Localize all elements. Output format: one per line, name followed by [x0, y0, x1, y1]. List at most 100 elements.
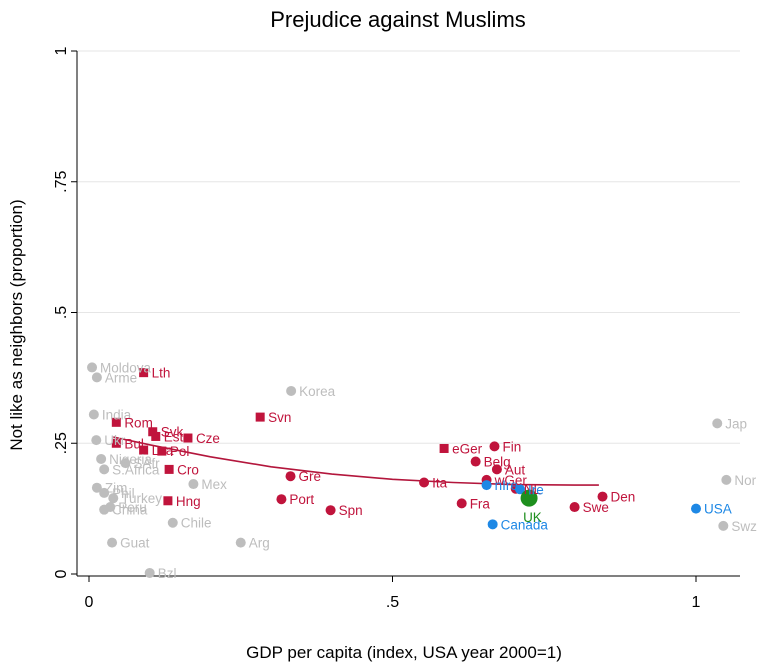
- point-canada: [487, 519, 498, 530]
- point-belg: [470, 456, 481, 467]
- point-korea: [286, 385, 297, 396]
- x-tick-label-0: 0: [85, 594, 94, 611]
- point-swe: [569, 502, 580, 513]
- gridlines: [77, 50, 740, 444]
- y-axis-label: Not like as neighbors (proportion): [7, 199, 26, 450]
- y-tick-label-1: .25: [53, 432, 70, 454]
- point-label-nl: NL: [524, 482, 542, 497]
- x-axis-label: GDP per capita (index, USA year 2000=1): [246, 643, 562, 662]
- y-tick-label-4: 1: [53, 46, 70, 55]
- point-label-swz: Swz: [731, 519, 757, 534]
- fit-line-group: [113, 436, 599, 486]
- point-usa: [691, 503, 701, 514]
- point-label-uk: UK: [523, 510, 542, 525]
- point-china: [99, 504, 110, 515]
- point-label-mex: Mex: [201, 477, 227, 492]
- point-label-s-africa: S.Africa: [112, 462, 160, 477]
- point-lva: [139, 445, 149, 455]
- point-label-chile: Chile: [181, 516, 212, 531]
- point-uk: [520, 489, 538, 507]
- point-label-aut: Aut: [505, 462, 526, 477]
- point-ire: [514, 484, 525, 495]
- point-label-ire: Ire: [528, 482, 544, 497]
- axis-ticks: 0 .25 .5 .75 1 0 .5 1: [53, 46, 701, 611]
- point-label-pol: Pol: [170, 444, 190, 459]
- point-label-svk: Svk: [161, 425, 184, 440]
- point-swz: [718, 520, 729, 531]
- point-label-swe: Swe: [583, 500, 609, 515]
- point-label-india: India: [102, 407, 132, 422]
- point-label-nor: Nor: [734, 473, 756, 488]
- point-label-wger: wGer: [494, 473, 528, 488]
- point-label-ita: Ita: [432, 475, 448, 490]
- point-arg: [235, 537, 246, 548]
- data-points: [87, 362, 732, 578]
- point-safr: [120, 458, 131, 469]
- point-port: [276, 494, 287, 505]
- point-eger: [439, 443, 449, 453]
- point-label-nigeria: Nigeria: [109, 452, 152, 467]
- point-label-nire: nIre: [495, 478, 518, 493]
- point-nor: [721, 474, 732, 485]
- point-ita: [419, 477, 430, 488]
- x-tick-label-1: .5: [386, 594, 399, 611]
- point-label-jap: Jap: [725, 416, 747, 431]
- point-cze: [183, 433, 193, 443]
- point-label-spn: Spn: [339, 503, 363, 518]
- point-label-fra: Fra: [470, 496, 491, 511]
- point-pol: [157, 446, 167, 456]
- point-label-belg: Belg: [484, 455, 511, 470]
- point-svk: [148, 427, 158, 437]
- point-label-cro: Cro: [177, 462, 199, 477]
- point-moldova: [87, 362, 98, 373]
- point-bzl: [144, 567, 155, 578]
- point-nire: [481, 480, 492, 491]
- point-label-hng: Hng: [176, 494, 201, 509]
- fit-line: [113, 436, 599, 486]
- point-svn: [255, 412, 265, 422]
- point-label-den: Den: [611, 490, 636, 505]
- point-est: [151, 431, 161, 441]
- point-fra: [456, 498, 467, 509]
- point-mex: [188, 479, 199, 490]
- point-label-fin: Fin: [502, 439, 521, 454]
- point-hng: [163, 496, 173, 506]
- point-lth: [139, 368, 149, 378]
- point-ukr: [91, 435, 102, 446]
- point-cro: [164, 464, 174, 474]
- point-label-safr: SAfr: [133, 456, 160, 471]
- point-label-eger: eGer: [452, 441, 483, 456]
- point-fin: [489, 441, 500, 452]
- y-tick-label-3: .75: [53, 171, 70, 193]
- point-den: [597, 491, 608, 502]
- point-label-lva: Lva: [152, 443, 174, 458]
- chart-title: Prejudice against Muslims: [270, 7, 526, 32]
- point-label-zim: Zim: [105, 481, 128, 496]
- point-label-arme: Arme: [105, 370, 137, 385]
- point-label-peru: Peru: [118, 500, 147, 515]
- point-label-china: China: [112, 503, 148, 518]
- point-s-africa: [99, 464, 110, 475]
- point-label-canada: Canada: [501, 517, 549, 532]
- point-gre: [285, 471, 296, 482]
- point-label-turkey: Turkey: [121, 491, 162, 506]
- point-label-guat: Guat: [120, 536, 150, 551]
- point-label-ukr: Ukr: [104, 433, 125, 448]
- point-rom: [111, 417, 121, 427]
- point-zim: [91, 482, 102, 493]
- point-label-usa: USA: [704, 502, 732, 517]
- point-guat: [107, 537, 118, 548]
- point-india: [88, 409, 99, 420]
- y-tick-label-2: .5: [53, 306, 70, 319]
- point-turkey: [108, 493, 119, 504]
- point-aut: [491, 464, 502, 475]
- point-label-est: Est: [164, 429, 184, 444]
- point-label-korea: Korea: [299, 384, 336, 399]
- point-label-phil: Phil: [112, 486, 135, 501]
- point-phil: [99, 487, 110, 498]
- point-jap: [712, 418, 723, 429]
- point-arme: [91, 372, 102, 383]
